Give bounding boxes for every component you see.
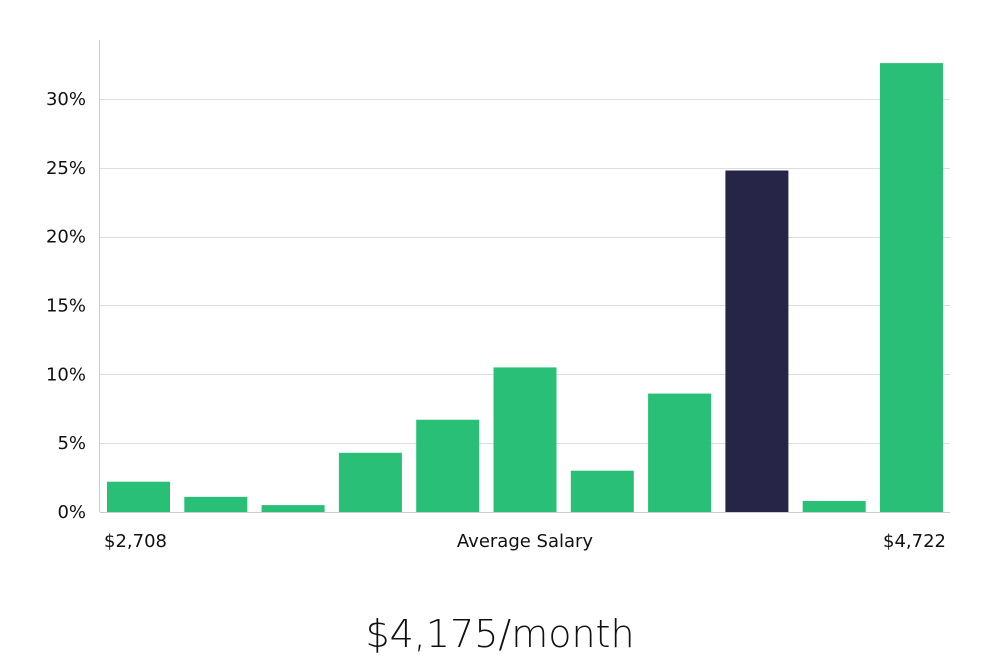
y-tick-labels: 0% 5% 10% 15% 20% 25% 30%	[46, 89, 86, 523]
bar	[416, 419, 480, 512]
bar	[880, 63, 943, 513]
bar	[802, 500, 866, 512]
x-axis-title: Average Salary	[457, 531, 594, 552]
x-min-label: $2,708	[104, 531, 167, 552]
y-tick-label: 5%	[57, 433, 86, 454]
y-tick-label: 25%	[46, 158, 86, 179]
bar	[261, 505, 325, 512]
y-tick-label: 15%	[46, 295, 86, 316]
x-max-label: $4,722	[883, 531, 946, 552]
bars	[107, 63, 943, 513]
average-salary-value: $4,175/month	[365, 612, 635, 656]
bar	[648, 393, 712, 512]
y-tick-label: 20%	[46, 227, 86, 248]
bar-highlighted	[725, 170, 789, 512]
salary-histogram-chart: 0% 5% 10% 15% 20% 25% 30% $2,708 Average Salar…	[46, 40, 950, 552]
y-tick-label: 10%	[46, 364, 86, 385]
y-tick-label: 30%	[46, 89, 86, 110]
bar	[107, 481, 170, 512]
y-tick-label: 0%	[57, 502, 86, 523]
bar	[493, 367, 557, 512]
bar	[184, 496, 248, 512]
bar	[338, 452, 402, 512]
bar	[570, 470, 634, 512]
